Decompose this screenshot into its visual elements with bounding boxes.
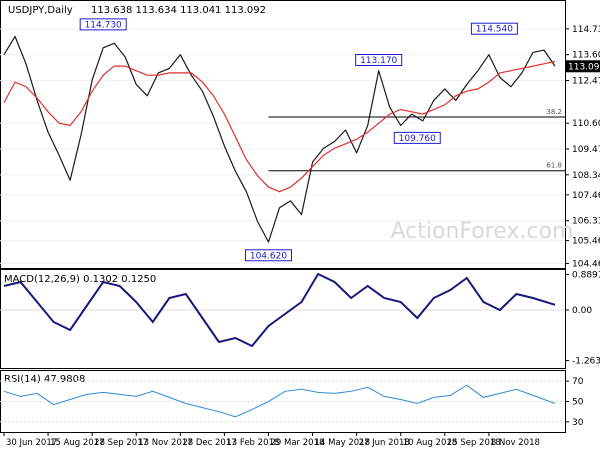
y-tick-label: -1.2634: [572, 357, 600, 367]
y-tick-label: 70: [572, 377, 584, 387]
y-tick-label: 50: [572, 398, 584, 408]
price-label-3: 109.760: [399, 134, 436, 144]
y-tick-label: 104.460: [572, 259, 600, 269]
price-label-box-4: [470, 22, 518, 35]
y-tick-label: 106.330: [572, 217, 600, 227]
main-plot-frame: [0, 0, 566, 269]
macd-title: MACD(12,26,9) 0.1302 0.1250: [4, 274, 156, 285]
main-panel: USDJPY,Daily 113.638 113.634 113.041 113…: [0, 0, 600, 269]
x-tick-label-5: 13 Feb 2018: [226, 438, 279, 448]
moving-average-line: [3, 60, 556, 193]
y-tick-label: 105.460: [572, 237, 600, 247]
main-labels: 114.730 104.620 113.170 109.760 114.540 113.0…: [79, 18, 600, 262]
x-tick-label-11: 8 Nov 2018: [491, 438, 540, 448]
rsi-lines: [3, 384, 556, 418]
price-label-2: 113.170: [360, 56, 397, 66]
x-tick-label-10: 25 Sep 2018: [447, 438, 501, 448]
fib-label-0: 38.2: [546, 108, 562, 116]
last-price-box: [566, 60, 600, 73]
rsi-title: RSI(14) 47.9808: [4, 374, 85, 385]
y-tick-label: 30: [572, 418, 584, 428]
x-tick-label-6: 29 Mar 2018: [270, 438, 324, 448]
rsi-grid: 70 50 30: [0, 377, 584, 428]
macd-line-0: [3, 272, 556, 348]
price-label-box-0: [79, 18, 127, 31]
y-tick-label: 112.470: [572, 76, 600, 86]
price-label-0: 114.730: [85, 20, 122, 30]
x-tick-label-3: 13 Nov 2017: [138, 438, 192, 448]
y-tick-label: 0.00: [572, 306, 592, 316]
price-label-box-1: [244, 249, 292, 262]
rsi-line-0: [3, 384, 556, 418]
y-tick-label: 0.8891: [572, 270, 600, 280]
x-tick-label-8: 27 Jun 2018: [359, 438, 410, 448]
macd-lines: [3, 272, 556, 348]
y-tick-label: 109.470: [572, 145, 600, 155]
price-path: [3, 35, 556, 243]
macd-grid: 0.8891 0.00 -1.2634: [0, 270, 600, 367]
x-tick-label-0: 30 Jun 2017: [6, 438, 57, 448]
price-label-4: 114.540: [476, 25, 513, 35]
price-label-1: 104.620: [250, 251, 287, 261]
rsi-plot-frame: [0, 370, 566, 433]
last-price-label: 113.092: [568, 62, 600, 72]
price-label-box-3: [393, 131, 441, 144]
x-tick-label-7: 14 May 2018: [315, 438, 370, 448]
macd-panel: MACD(12,26,9) 0.1302 0.1250 0.8891 0.00 -1…: [0, 269, 600, 369]
main-grid: 114.730 113.600 112.470 110.600 109.470 108.3…: [0, 25, 600, 269]
y-tick-label: 113.600: [572, 51, 600, 61]
rsi-panel: RSI(14) 47.9808 70 50 30: [0, 370, 584, 433]
main-lines: 38.2 61.8: [3, 35, 565, 243]
main-title: USDJPY,Daily: [8, 5, 73, 16]
y-tick-label: 108.340: [572, 171, 600, 181]
x-tick-label-2: 28 Sep 2017: [94, 438, 148, 448]
fib-label-1: 61.8: [546, 162, 562, 170]
y-tick-label: 114.730: [572, 25, 600, 35]
x-tick-label-9: 10 Aug 2018: [403, 438, 457, 448]
price-label-box-2: [355, 53, 403, 66]
x-tick-label-4: 28 Dec 2017: [182, 438, 236, 448]
y-tick-label: 110.600: [572, 119, 600, 129]
watermark: ActionForex.com: [391, 219, 574, 244]
y-tick-label: 107.460: [572, 191, 600, 201]
ohlc-values: 113.638 113.634 113.041 113.092: [91, 5, 266, 16]
x-tick-label-1: 15 Aug 2017: [50, 438, 104, 448]
